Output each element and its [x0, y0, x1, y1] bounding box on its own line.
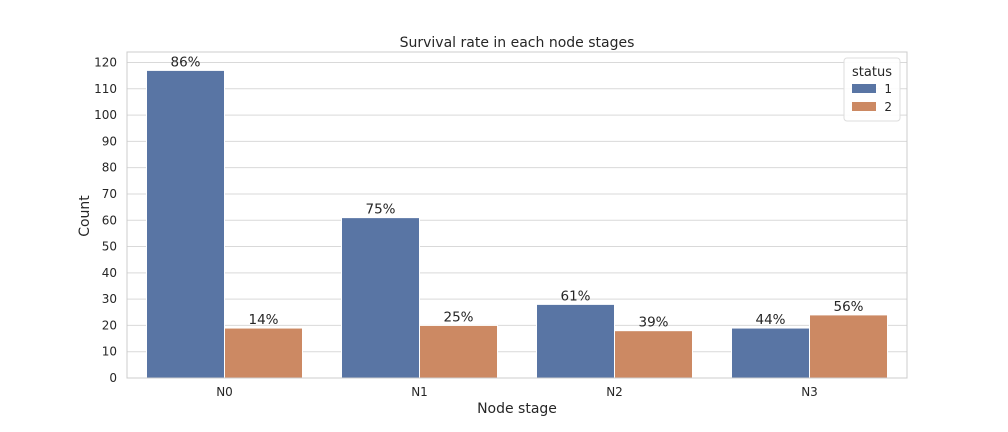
- bar-series-1-N0: [146, 69, 225, 379]
- y-tick-label: 30: [102, 292, 117, 306]
- x-tick-label: N0: [216, 385, 233, 399]
- bars-layer: [146, 69, 888, 379]
- legend-title: status: [852, 65, 892, 80]
- data-label: 14%: [248, 312, 278, 328]
- y-tick-label: 20: [102, 318, 117, 332]
- y-tick-label: 120: [94, 56, 117, 70]
- y-tick-label: 90: [102, 134, 117, 148]
- y-tick-label: 0: [109, 371, 117, 385]
- legend-label-2: 2: [884, 100, 892, 114]
- y-tick-label: 40: [102, 266, 117, 280]
- y-tick-label: 70: [102, 187, 117, 201]
- bar-series-1-N3: [731, 327, 810, 379]
- bar-series-2-N1: [419, 324, 498, 379]
- y-tick-label: 50: [102, 240, 117, 254]
- data-label: 39%: [638, 315, 668, 331]
- legend-swatch-2: [852, 102, 876, 111]
- grid-layer: [127, 62, 907, 379]
- bar-series-1-N1: [341, 217, 420, 379]
- data-label: 75%: [365, 202, 395, 218]
- y-tick-label: 80: [102, 161, 117, 175]
- y-tick-label: 100: [94, 108, 117, 122]
- y-tick-label: 10: [102, 345, 117, 359]
- ticks-layer: 0 10 20 30 40 50 60 70 80 90 100 110 120 N0 N1 N2 N3: [94, 56, 818, 399]
- data-label: 56%: [833, 299, 863, 315]
- x-tick-label: N3: [801, 385, 818, 399]
- bar-series-1-N2: [536, 303, 615, 379]
- y-axis-label: Count: [77, 195, 93, 237]
- data-label: 61%: [560, 288, 590, 304]
- bar-series-2-N3: [809, 314, 888, 379]
- chart-title: Survival rate in each node stages: [400, 35, 635, 51]
- bar-series-2-N0: [224, 327, 303, 379]
- legend-swatch-1: [852, 84, 876, 93]
- y-tick-label: 110: [94, 82, 117, 96]
- y-tick-label: 60: [102, 213, 117, 227]
- x-axis-label: Node stage: [477, 401, 557, 417]
- x-tick-label: N2: [606, 385, 623, 399]
- bar-series-2-N2: [614, 330, 693, 379]
- x-tick-label: N1: [411, 385, 428, 399]
- legend: status 1 2: [843, 57, 901, 122]
- plot-frame: [126, 51, 908, 379]
- data-label: 86%: [170, 54, 200, 70]
- data-label: 25%: [443, 309, 473, 325]
- data-label: 44%: [755, 312, 785, 328]
- legend-label-1: 1: [884, 82, 892, 96]
- data-labels-layer: 86% 14% 75% 25% 61% 39% 44% 56%: [170, 54, 863, 330]
